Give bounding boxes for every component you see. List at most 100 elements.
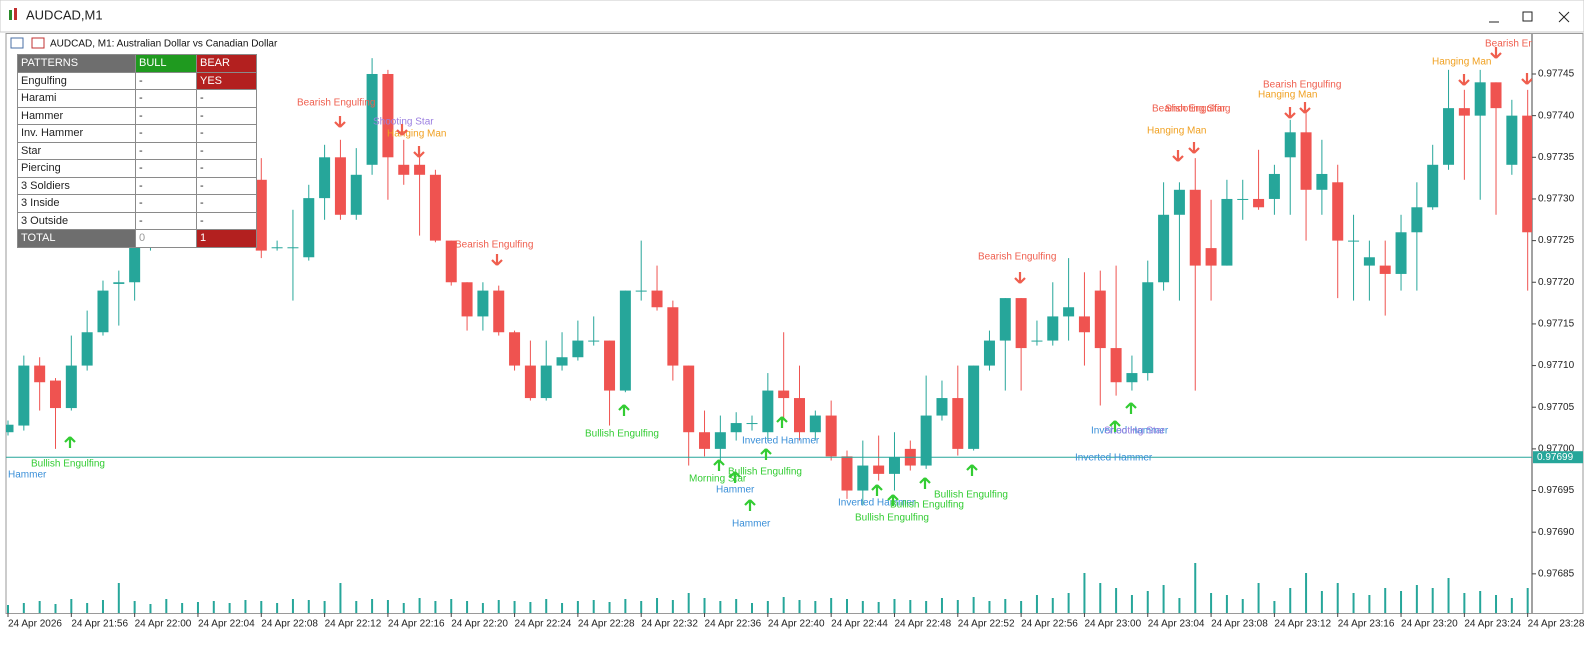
candle-body (1379, 265, 1391, 274)
bull-arrow (919, 477, 931, 489)
bull-arrow (713, 459, 725, 471)
x-tick-label: 24 Apr 2026 (8, 619, 62, 630)
x-tick-label: 24 Apr 23:24 (1464, 619, 1521, 630)
bull-arrow (760, 448, 772, 460)
candle-body (888, 457, 900, 474)
pattern-label: Bearish Engulfing (978, 252, 1056, 263)
y-tick-label: 0.97745 (1538, 69, 1575, 80)
bear-arrow (413, 146, 425, 158)
x-tick-label: 24 Apr 23:12 (1274, 619, 1331, 630)
y-tick-label: 0.97705 (1538, 402, 1575, 413)
candle-body (825, 415, 837, 457)
title-bar (0, 0, 1584, 33)
candle-body (1158, 214, 1170, 283)
chart-frame (5, 33, 1584, 614)
pattern-label: Bullish Engulfing (728, 467, 802, 478)
table-cell: - (135, 71, 197, 90)
candle-body (999, 298, 1011, 341)
x-tick-label: 24 Apr 22:04 (198, 619, 255, 630)
candle-body (271, 247, 283, 249)
candle-body (746, 423, 758, 425)
candle-body (18, 365, 30, 426)
candle-body (635, 290, 647, 292)
y-tick-label: 0.97730 (1538, 194, 1575, 205)
y-tick-label: 0.97725 (1538, 235, 1575, 246)
candle-body (1063, 307, 1075, 317)
candle-body (1395, 232, 1407, 274)
bull-arrow (618, 404, 630, 416)
candle-body (873, 465, 885, 474)
bear-arrow (396, 124, 408, 136)
candle-body (398, 164, 410, 175)
header-cell: PATTERNS (17, 54, 136, 73)
chart-icon (31, 37, 45, 49)
x-tick-label: 24 Apr 23:00 (1084, 619, 1141, 630)
pattern-label: Shooting Star (1165, 104, 1226, 115)
x-tick-label: 24 Apr 22:12 (325, 619, 382, 630)
candle-body (382, 73, 394, 158)
candle-body (968, 365, 980, 449)
x-tick-label: 24 Apr 23:08 (1211, 619, 1268, 630)
candle-body (445, 240, 457, 283)
candle-body (1253, 198, 1265, 208)
x-tick-label: 24 Apr 22:28 (578, 619, 635, 630)
header-cell: BEAR (196, 54, 257, 73)
candle-body (1015, 298, 1027, 349)
pattern-label: Shooting Star (373, 117, 434, 128)
chart-icon (10, 37, 24, 49)
bull-arrow (744, 499, 756, 511)
table-cell: - (135, 89, 197, 108)
candle-body (809, 415, 821, 433)
y-tick-label: 0.97720 (1538, 277, 1575, 288)
candle-body (1047, 316, 1059, 341)
candle-body (683, 365, 695, 433)
y-tick-label: 0.97715 (1538, 319, 1575, 330)
pattern-label: Hammer (732, 519, 771, 530)
candle-body (1348, 240, 1360, 242)
bear-arrow (1284, 107, 1296, 119)
maximize-button[interactable] (1522, 11, 1533, 22)
pattern-label: Inverted Hammer (1091, 426, 1169, 437)
candle-body (287, 247, 299, 249)
candle-body (952, 398, 964, 449)
candle-body (97, 290, 109, 333)
y-tick-label: 0.97710 (1538, 360, 1575, 371)
table-cell: 3 Soldiers (17, 176, 136, 195)
pattern-label: Hammer (8, 470, 47, 481)
x-tick-label: 24 Apr 21:56 (71, 619, 128, 630)
candle-body (303, 198, 315, 258)
candle-body (129, 245, 141, 283)
window-title: AUDCAD,M1 (26, 7, 103, 22)
patterns-table: PATTERNS BULL BEAR Engulfing - YES Harami - - Ha… (17, 54, 257, 248)
candle-body (509, 332, 521, 366)
candle-body (794, 398, 805, 433)
bull-arrow (776, 416, 788, 428)
candle-body (983, 340, 995, 366)
pattern-label: Hammer (716, 485, 755, 496)
pattern-label: Inverted Hammer (838, 498, 916, 509)
table-cell: - (135, 159, 197, 178)
table-header: PATTERNS BULL BEAR (17, 54, 257, 73)
close-button[interactable] (1558, 11, 1570, 23)
table-row: 3 Inside - - (17, 194, 257, 213)
candle-body (1490, 82, 1502, 109)
table-row: 3 Soldiers - - (17, 176, 257, 195)
candle-body (1363, 257, 1375, 266)
chart-title: AUDCAD, M1: Australian Dollar vs Canadia… (50, 39, 278, 50)
candle-body (366, 73, 378, 165)
pattern-label: Bearish Engulfing (1263, 80, 1341, 91)
x-tick-label: 24 Apr 22:40 (768, 619, 825, 630)
y-tick-label: 0.97735 (1538, 152, 1575, 163)
last-price-label: 0.97699 (1537, 452, 1574, 463)
last-price-box (1533, 451, 1583, 464)
candle-body (1284, 132, 1296, 158)
candle-body (461, 282, 473, 317)
pattern-label: Inverted Hammer (1075, 453, 1153, 464)
table-cell: - (135, 106, 197, 125)
candle-body (1110, 348, 1122, 383)
candle-body (936, 398, 948, 416)
candle-body (65, 365, 77, 409)
bull-arrow (1125, 402, 1137, 414)
header-cell: BULL (135, 54, 197, 73)
table-cell: Engulfing (17, 71, 136, 90)
